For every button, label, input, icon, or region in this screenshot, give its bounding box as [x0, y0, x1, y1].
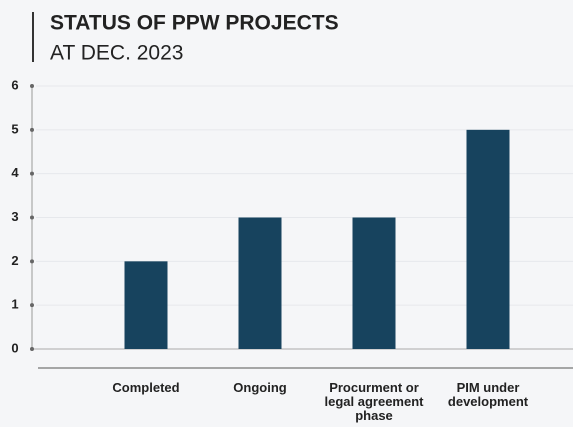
- bar: [238, 217, 282, 349]
- chart-title: STATUS OF PPW PROJECTS: [50, 12, 339, 35]
- y-tick-label: 1: [11, 297, 18, 312]
- y-tick-mark: [30, 171, 34, 176]
- y-tick-mark: [30, 127, 34, 132]
- x-tick-label: Ongoing: [233, 380, 287, 395]
- x-tick-label: Procurment or legal agreement phase: [324, 380, 424, 423]
- y-tick-label: 0: [11, 340, 18, 355]
- y-tick-label: 4: [11, 165, 19, 180]
- y-tick-mark: [30, 347, 34, 351]
- y-tick-label: 2: [11, 253, 18, 268]
- y-tick-mark: [30, 215, 34, 220]
- x-tick-label: Completed: [112, 380, 180, 395]
- y-tick-mark: [30, 259, 34, 264]
- chart-subtitle: AT DEC. 2023: [50, 42, 183, 65]
- y-tick-mark: [30, 84, 34, 88]
- x-tick-label: PIM under development: [447, 380, 529, 409]
- y-tick-label: 3: [11, 209, 18, 224]
- bar: [124, 261, 168, 349]
- bar: [466, 129, 510, 349]
- y-tick-label: 6: [11, 77, 18, 92]
- bar: [352, 217, 396, 349]
- y-tick-label: 5: [11, 121, 18, 136]
- y-tick-mark: [30, 303, 34, 308]
